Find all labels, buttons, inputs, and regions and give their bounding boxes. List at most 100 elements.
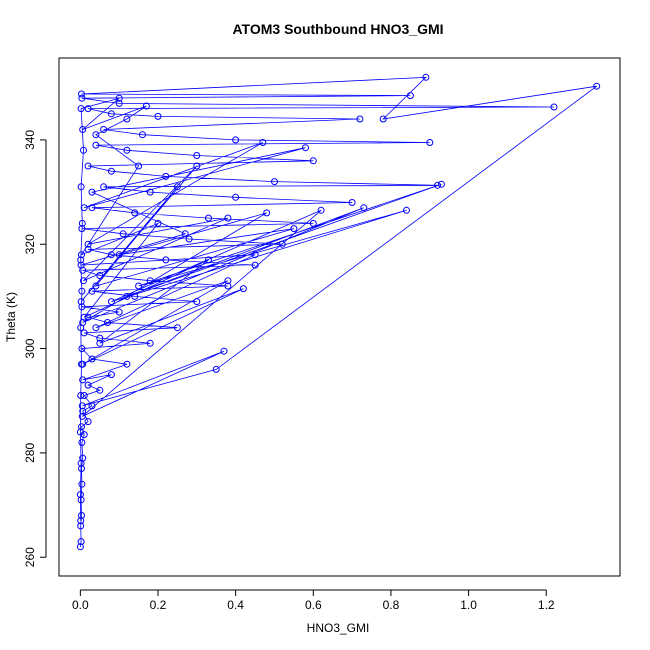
data-point <box>78 402 86 410</box>
data-point <box>84 105 92 113</box>
data-point <box>78 287 86 295</box>
plot-frame <box>58 57 621 577</box>
data-point <box>107 298 115 306</box>
data-point <box>135 162 143 170</box>
data-point <box>131 292 139 300</box>
data-point <box>437 180 445 188</box>
data-point <box>80 329 88 337</box>
data-point <box>232 193 240 201</box>
data-point <box>185 235 193 243</box>
data-point <box>80 392 88 399</box>
data-point <box>302 144 309 152</box>
data-point <box>115 308 123 316</box>
y-tick-label: 260 <box>23 547 37 567</box>
data-point <box>76 428 84 436</box>
data-point <box>173 324 181 332</box>
data-point <box>360 204 368 212</box>
data-point <box>259 139 267 146</box>
x-axis: 0.0 0.2 0.4 0.6 0.8 1.0 1.2 <box>72 589 555 612</box>
data-point <box>100 126 108 133</box>
data-point <box>123 360 131 368</box>
data-point <box>309 219 317 227</box>
data-point <box>205 214 212 222</box>
data-point <box>107 110 115 118</box>
data-point <box>78 225 86 233</box>
data-point <box>96 334 104 342</box>
data-point <box>78 345 86 353</box>
data-point <box>84 245 92 253</box>
data-point <box>77 256 85 264</box>
data-point <box>135 282 143 290</box>
data-point <box>76 491 84 499</box>
data-point <box>379 115 387 123</box>
data-point <box>84 313 92 321</box>
data-point <box>123 292 131 300</box>
data-point <box>232 136 240 144</box>
y-axis-label: Theta (K) <box>4 292 18 342</box>
data-point <box>263 209 271 217</box>
data-point <box>131 209 139 217</box>
data-point <box>77 324 85 332</box>
data-point <box>78 439 86 446</box>
data-point <box>77 538 85 546</box>
data-point <box>92 282 100 290</box>
data-point <box>78 412 86 420</box>
data-point <box>78 360 85 368</box>
data-point <box>80 146 87 154</box>
data-point <box>193 152 201 159</box>
x-tick-label: 0.4 <box>227 598 244 612</box>
series-line <box>79 76 597 547</box>
chart-title: ATOM3 Southbound HNO3_GMI <box>232 21 443 37</box>
data-point <box>78 94 86 102</box>
data-point <box>100 183 108 191</box>
x-tick-label: 0.2 <box>150 598 167 612</box>
y-tick-label: 300 <box>23 338 37 358</box>
data-point <box>107 251 115 259</box>
data-point <box>92 324 100 332</box>
data-point <box>77 261 85 269</box>
data-point <box>139 131 146 139</box>
data-point <box>115 94 123 102</box>
data-point <box>80 313 88 321</box>
y-tick-label: 340 <box>23 130 37 150</box>
data-point <box>224 277 232 285</box>
data-point <box>239 285 247 293</box>
data-point <box>88 188 96 196</box>
data-point <box>317 206 325 214</box>
x-tick-label: 1.0 <box>460 598 477 612</box>
data-point <box>77 496 85 504</box>
data-point <box>251 251 259 259</box>
data-point <box>77 183 85 191</box>
data-point <box>146 188 154 196</box>
data-point <box>146 277 154 285</box>
data-point <box>92 131 100 139</box>
data-point <box>88 355 96 363</box>
data-point <box>162 256 170 264</box>
data-point <box>76 543 84 551</box>
data-point <box>251 261 259 269</box>
data-point <box>78 480 86 488</box>
data-point <box>77 298 85 306</box>
data-point <box>142 102 150 110</box>
data-point <box>77 459 85 467</box>
data-point <box>78 512 85 519</box>
data-point <box>96 386 104 394</box>
data-point <box>88 402 96 410</box>
data-point <box>84 418 92 426</box>
data-point <box>77 517 85 525</box>
data-point <box>290 225 298 233</box>
y-tick-label: 280 <box>23 443 37 463</box>
data-point <box>403 206 410 214</box>
data-point <box>162 172 170 180</box>
data-point <box>154 112 162 120</box>
data-point <box>348 199 356 206</box>
data-point <box>77 105 85 113</box>
data-point <box>84 381 92 389</box>
data-point <box>79 407 87 415</box>
data-point <box>212 365 220 373</box>
data-point <box>309 157 317 165</box>
data-point <box>78 251 85 259</box>
data-point <box>84 240 92 248</box>
data-point <box>224 282 232 290</box>
